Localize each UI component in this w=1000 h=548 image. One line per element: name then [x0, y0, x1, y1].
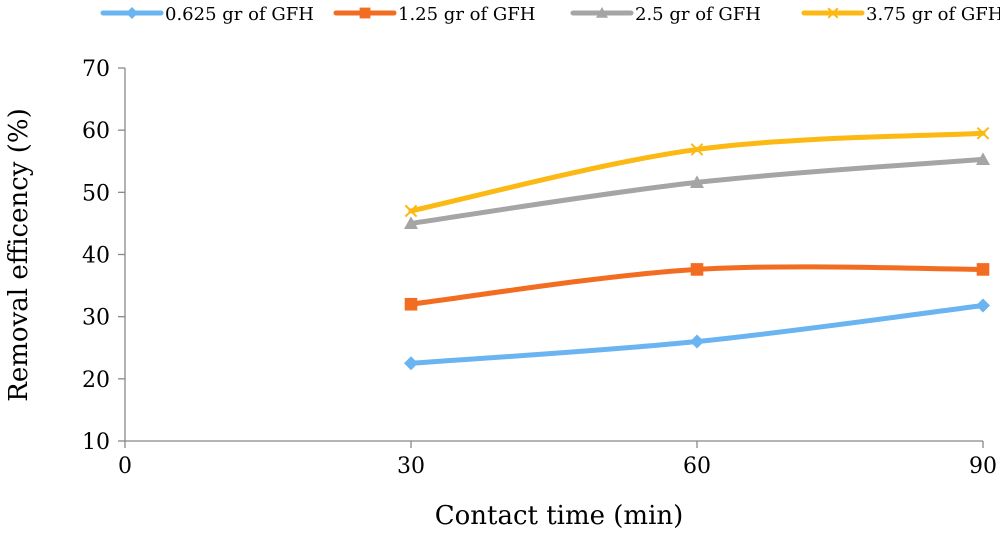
data-point [690, 143, 704, 156]
series-1 [404, 263, 990, 311]
data-point [976, 152, 990, 165]
data-point [404, 356, 418, 371]
data-point [404, 297, 418, 311]
x-axis-title: Contact time (min) [435, 501, 684, 531]
y-axis-title: Removal efficency (%) [4, 108, 34, 401]
data-point [976, 263, 990, 276]
legend-marker [596, 7, 608, 18]
data-point [404, 204, 418, 218]
data-point [690, 334, 704, 349]
x-tick-label: 90 [969, 454, 997, 479]
data-point [404, 216, 418, 230]
series-2 [404, 152, 990, 230]
series-0 [404, 298, 990, 371]
y-tick-label: 10 [82, 430, 110, 455]
legend-marker [359, 7, 371, 19]
y-tick-label: 30 [82, 306, 110, 331]
x-marker-stroke [690, 143, 704, 156]
x-marker-stroke [827, 7, 839, 19]
y-axis: 10 20 30 40 50 60 70 [82, 57, 126, 455]
data-point [976, 298, 990, 313]
legend-item: 1.25 gr of GFH [333, 4, 535, 25]
x-tick-label: 60 [683, 454, 711, 479]
legend-label: 1.25 gr of GFH [398, 4, 535, 25]
series-line [408, 302, 986, 366]
data-point [690, 175, 704, 188]
legend-marker [126, 7, 138, 19]
series-3 [404, 126, 990, 218]
series-line [408, 130, 986, 214]
legend-item: 0.625 gr of GFH [100, 4, 314, 25]
x-marker-stroke [404, 204, 418, 218]
legend-item: 3.75 gr of GFH [801, 4, 1000, 25]
legend-item: 2.5 gr of GFH [570, 4, 761, 25]
y-tick-label: 60 [82, 119, 110, 144]
y-tick-label: 20 [82, 368, 110, 393]
x-axis: 0 30 60 90 [118, 440, 997, 479]
data-point [976, 126, 990, 140]
x-marker-stroke [976, 126, 990, 140]
x-tick-label: 30 [397, 454, 425, 479]
legend-label: 2.5 gr of GFH [635, 4, 761, 25]
legend-label: 3.75 gr of GFH [866, 4, 1000, 25]
x-tick-label: 0 [118, 454, 132, 479]
y-tick-label: 40 [82, 244, 110, 269]
plot-area [404, 126, 990, 371]
data-point [690, 263, 704, 276]
legend: 0.625 gr of GFH 1.25 gr of GFH 2.5 gr of G… [100, 4, 1000, 25]
y-tick-label: 70 [82, 57, 110, 82]
y-tick-label: 50 [82, 181, 110, 206]
legend-label: 0.625 gr of GFH [165, 4, 314, 25]
legend-marker [827, 7, 839, 19]
